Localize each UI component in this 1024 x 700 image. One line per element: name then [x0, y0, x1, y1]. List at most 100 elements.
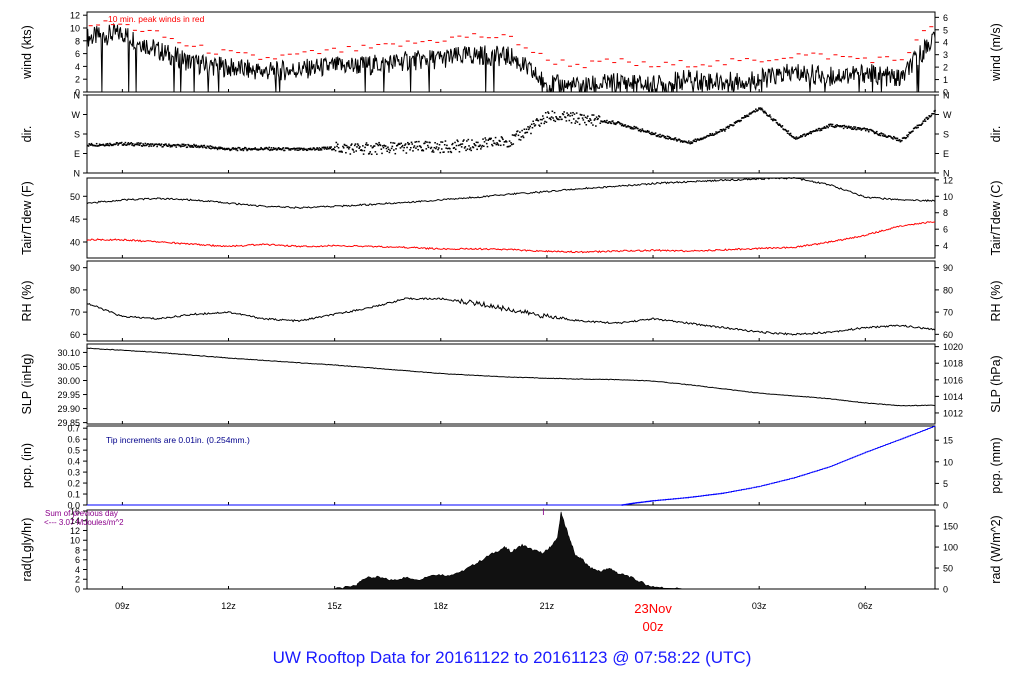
dir-point: [199, 146, 202, 148]
dir-point: [817, 129, 819, 132]
dir-point: [744, 115, 746, 117]
dir-point: [444, 140, 447, 142]
dir-point: [504, 141, 506, 143]
y-tick-label-left: 0.7: [67, 424, 80, 434]
dir-point: [632, 128, 635, 130]
dir-point: [228, 148, 231, 150]
y-tick-label-right: 5: [943, 479, 948, 489]
dir-point: [542, 117, 545, 120]
dir-point: [564, 116, 567, 119]
dir-point: [555, 117, 558, 119]
dir-point: [392, 142, 394, 144]
dir-point: [727, 125, 729, 128]
dir-point: [457, 144, 460, 147]
dir-point: [466, 140, 468, 142]
y-tick-label-right: W: [943, 110, 952, 120]
dir-point: [573, 113, 576, 115]
dir-point: [875, 132, 877, 134]
dir-point: [342, 145, 344, 148]
dir-point: [435, 147, 437, 150]
dir-point: [654, 132, 657, 134]
y-tick-label-right: 1014: [943, 392, 963, 402]
dir-point: [606, 119, 608, 122]
dir-point: [468, 148, 471, 151]
dir-point: [264, 147, 267, 150]
dir-point: [699, 138, 701, 141]
dir-point: [539, 118, 542, 121]
dir-point: [926, 118, 929, 121]
dir-point: [87, 145, 90, 147]
dir-point: [784, 128, 787, 131]
dir-point: [501, 137, 504, 139]
dir-point: [411, 143, 414, 145]
y-tick-label-left: 60: [70, 330, 80, 340]
dir-point: [589, 119, 592, 121]
dir-point: [260, 146, 262, 149]
y-tick-label-left: 12: [70, 11, 80, 21]
dir-point: [435, 146, 438, 148]
y-axis-title-right: wind (m/s): [989, 23, 1003, 82]
dir-point: [691, 142, 694, 144]
dir-point: [426, 144, 429, 147]
dir-point: [437, 148, 439, 151]
dir-point: [334, 146, 336, 148]
dir-point: [785, 129, 787, 132]
dir-point: [180, 145, 183, 147]
y-tick-label-left: N: [74, 91, 81, 101]
dir-point: [895, 139, 898, 142]
dir-point: [315, 148, 318, 151]
dir-point: [405, 152, 408, 154]
dir-point: [538, 124, 540, 126]
dir-point: [521, 129, 523, 132]
y-tick-label-left: 30.05: [57, 362, 80, 372]
dir-point: [853, 127, 856, 130]
dir-point: [666, 135, 669, 138]
dir-point: [317, 149, 320, 151]
dir-point: [758, 107, 760, 109]
dir-point: [354, 143, 357, 145]
dir-point: [642, 129, 644, 132]
dir-point: [376, 143, 379, 146]
dir-point: [620, 122, 622, 125]
dir-point: [637, 127, 639, 130]
dir-point: [328, 147, 330, 150]
dir-point: [409, 146, 412, 149]
dir-point: [368, 152, 371, 155]
dir-point: [316, 147, 318, 149]
dir-point: [267, 148, 270, 151]
dir-point: [210, 145, 213, 148]
dir-point: [462, 140, 464, 142]
dir-point: [609, 121, 611, 123]
dir-point: [818, 127, 821, 130]
dir-point: [878, 133, 881, 135]
y-tick-label-left: 0.4: [67, 457, 80, 467]
y-tick-label-right: 0: [943, 88, 948, 98]
dir-point: [381, 145, 384, 147]
dir-point: [610, 122, 613, 125]
y-tick-label-left: 30.10: [57, 348, 80, 358]
dir-point: [162, 145, 164, 148]
dir-point: [243, 147, 245, 150]
dir-point: [676, 139, 679, 142]
dir-point: [759, 107, 762, 109]
dir-point: [313, 147, 315, 150]
dir-point: [380, 148, 383, 150]
dir-point: [509, 145, 512, 147]
dir-point: [539, 125, 541, 127]
dir-point: [641, 128, 644, 130]
dir-point: [519, 139, 522, 141]
dir-point: [711, 132, 714, 135]
x-tick-label: 15z: [327, 601, 342, 611]
y-tick-label-left: W: [72, 110, 81, 120]
dir-point: [432, 149, 434, 152]
dir-point: [190, 146, 193, 148]
dir-point: [588, 120, 591, 123]
dir-point: [480, 148, 482, 150]
dir-point: [319, 149, 321, 151]
y-tick-label-left: N: [74, 169, 81, 179]
dir-point: [803, 133, 806, 135]
dir-point: [873, 131, 875, 133]
slp-line: [86, 347, 936, 407]
dir-point: [488, 137, 491, 140]
dir-point: [349, 153, 352, 155]
